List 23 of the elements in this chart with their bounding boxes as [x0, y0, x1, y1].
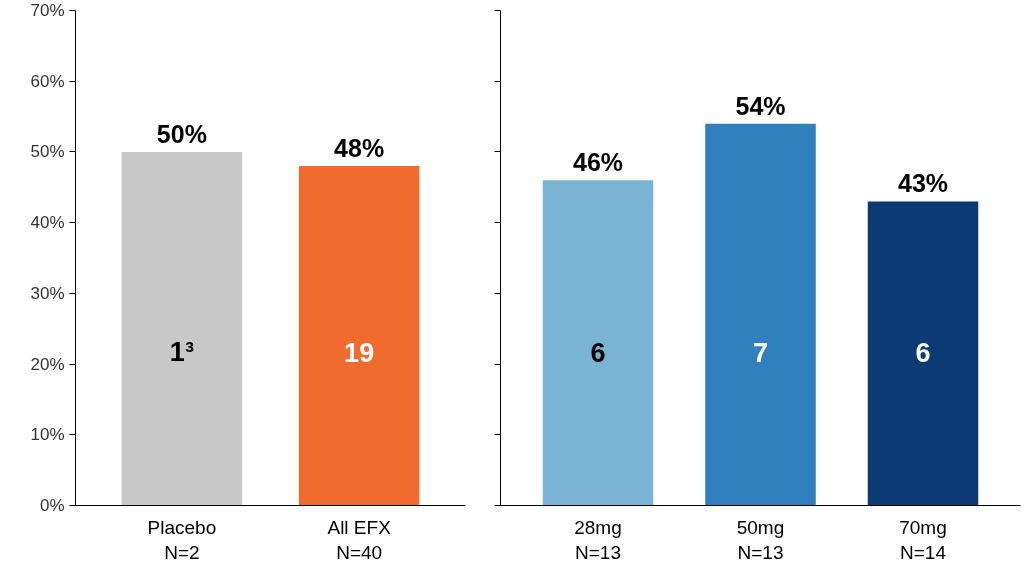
annotation: 6	[590, 337, 606, 368]
data-label: 46%	[572, 148, 624, 177]
y-tick-label: 10%	[30, 425, 65, 445]
x-tick-label: 50mg N=13	[736, 516, 785, 563]
y-tick-label: 50%	[30, 142, 65, 162]
data-label: 43%	[897, 169, 949, 198]
annotation: 7	[752, 337, 769, 368]
y-tick-label: 40%	[30, 213, 65, 233]
x-tick-label: Placebo N=2	[147, 516, 217, 563]
y-tick-label: 60%	[30, 71, 65, 91]
x-tick-label: 28mg N=13	[574, 516, 622, 563]
data-label: 50%	[156, 119, 207, 148]
annotation: 6	[915, 337, 931, 368]
x-tick-label: 70mg N=14	[899, 516, 947, 563]
x-tick-label: All EFX N=40	[327, 516, 392, 563]
data-label: 48%	[334, 134, 385, 163]
annotation: 19	[344, 337, 375, 368]
data-label: 54%	[735, 91, 786, 120]
y-tick-label: 0%	[39, 496, 65, 515]
annotation: 1³	[169, 337, 194, 368]
y-tick-label: 20%	[30, 354, 65, 374]
y-tick-label: 70%	[30, 1, 65, 20]
y-tick-label: 30%	[30, 283, 65, 303]
